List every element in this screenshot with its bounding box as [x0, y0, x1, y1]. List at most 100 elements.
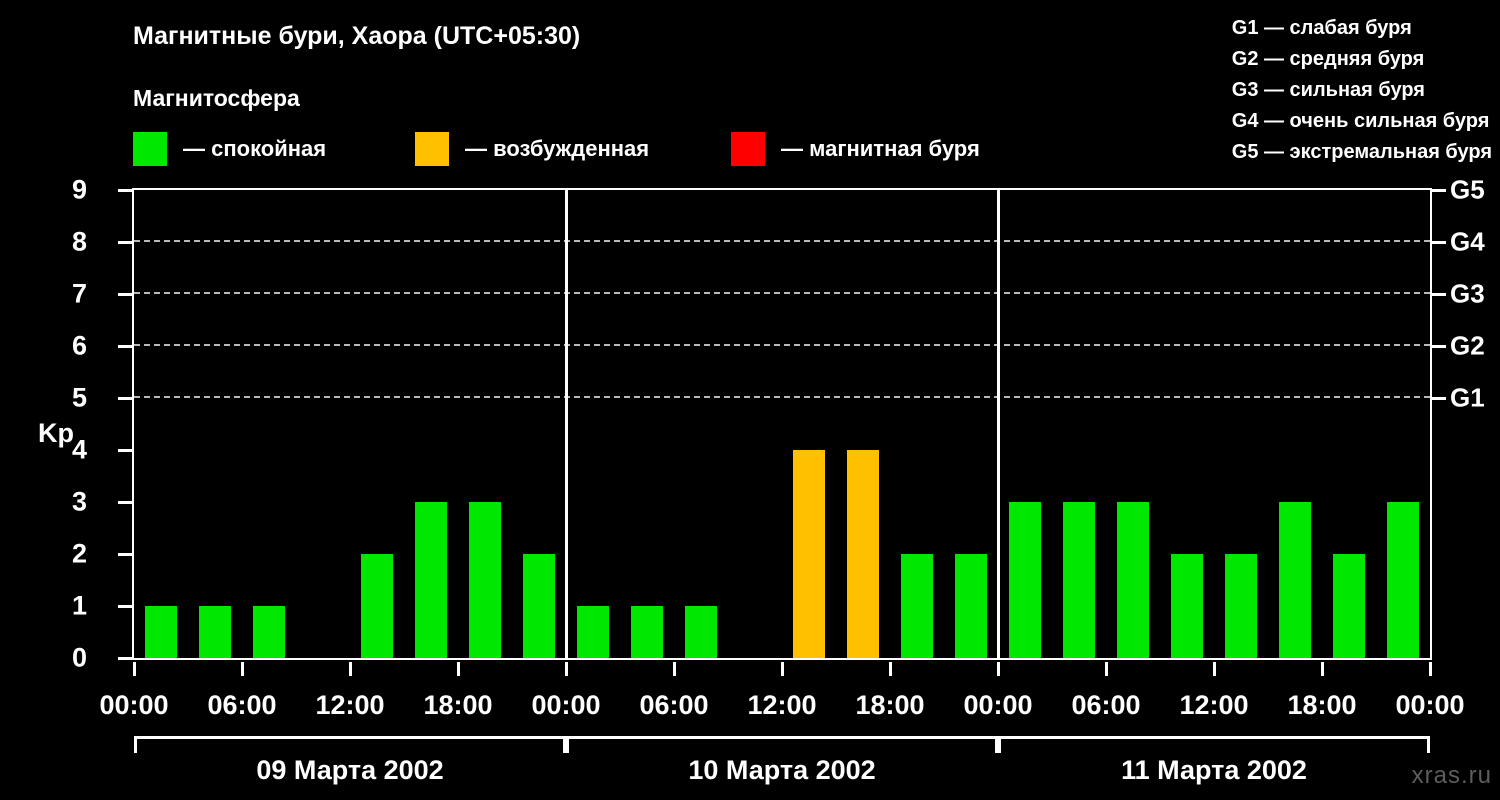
bar — [1332, 554, 1366, 658]
x-tick-9 — [1104, 662, 1108, 676]
bar — [846, 450, 880, 658]
x-tick-label-7: 18:00 — [855, 690, 925, 720]
x-tick-11 — [1320, 662, 1324, 676]
gridline-kp-7 — [134, 292, 1430, 294]
x-tick-10 — [1212, 662, 1216, 676]
y-tick-6 — [118, 344, 132, 348]
bar — [1116, 502, 1150, 658]
x-tick-label-9: 06:00 — [1071, 690, 1141, 720]
page-title: Магнитные бури, Хаора (UTC+05:30) — [133, 22, 581, 50]
y-tick-3 — [118, 500, 132, 504]
legend-swatch-storm-icon — [731, 132, 765, 166]
bar — [576, 606, 610, 658]
x-tick-label-8: 00:00 — [963, 690, 1033, 720]
bar — [414, 502, 448, 658]
day-label: 09 Марта 2002 — [256, 755, 444, 785]
y-tick-9 — [118, 188, 132, 192]
legend-label-calm: — спокойная — [183, 136, 327, 161]
g-legend-row-1: G1 — слабая буря — [1231, 17, 1412, 39]
bar — [1224, 554, 1258, 658]
x-tick-1 — [240, 662, 244, 676]
legend-swatch-active-icon — [415, 132, 449, 166]
y-tick-8 — [118, 240, 132, 244]
y-tick-2 — [118, 552, 132, 556]
y-tick-7 — [118, 292, 132, 296]
legend-item-storm: — магнитная буря — [731, 131, 980, 167]
bar — [1170, 554, 1204, 658]
y-tick-label-5: 5 — [71, 382, 87, 413]
y-tick-label-6: 6 — [71, 330, 87, 361]
legend-label-active: — возбужденная — [465, 136, 650, 161]
g-axis-label-G2: G2 — [1450, 330, 1485, 361]
day-label: 11 Марта 2002 — [1121, 755, 1307, 785]
y-tick-label-7: 7 — [71, 278, 87, 309]
x-tick-6 — [780, 662, 784, 676]
g-tick-G1 — [1432, 396, 1446, 400]
x-tick-label-2: 12:00 — [315, 690, 385, 720]
bar — [360, 554, 394, 658]
g-legend-row-4: G4 — очень сильная буря — [1231, 110, 1490, 132]
x-tick-label-0: 00:00 — [99, 690, 169, 720]
legend-label-storm: — магнитная буря — [781, 136, 980, 161]
bar — [1008, 502, 1042, 658]
x-tick-5 — [672, 662, 676, 676]
x-tick-label-6: 12:00 — [747, 690, 817, 720]
y-tick-4 — [118, 448, 132, 452]
bar — [684, 606, 718, 658]
g-scale-legend: G1 — слабая буря G2 — средняя буря G3 — си… — [1232, 13, 1492, 168]
bar — [198, 606, 232, 658]
x-tick-label-1: 06:00 — [207, 690, 277, 720]
plot-area — [132, 188, 1432, 660]
bar — [522, 554, 556, 658]
legend-item-calm: — спокойная — [133, 131, 326, 167]
day-bracket — [998, 736, 1430, 753]
gridline-kp-5 — [134, 396, 1430, 398]
x-tick-label-11: 18:00 — [1287, 690, 1357, 720]
x-tick-label-10: 12:00 — [1179, 690, 1249, 720]
bar — [1386, 502, 1420, 658]
g-axis-label-G1: G1 — [1450, 382, 1485, 413]
y-tick-0 — [118, 656, 132, 660]
y-tick-label-9: 9 — [71, 174, 87, 205]
y-axis-title: Kp — [38, 418, 74, 448]
x-tick-2 — [348, 662, 352, 676]
gridline-kp-8 — [134, 240, 1430, 242]
bar — [900, 554, 934, 658]
bar — [954, 554, 988, 658]
g-axis-label-G5: G5 — [1450, 174, 1485, 205]
day-divider — [996, 190, 1000, 658]
bar — [1278, 502, 1312, 658]
y-tick-label-8: 8 — [71, 226, 87, 257]
day-bracket — [134, 736, 566, 753]
y-tick-label-4: 4 — [71, 434, 87, 465]
x-tick-4 — [564, 662, 568, 676]
gridline-kp-6 — [134, 344, 1430, 346]
x-tick-label-5: 06:00 — [639, 690, 709, 720]
x-tick-0 — [132, 662, 136, 676]
bar — [630, 606, 664, 658]
day-bracket — [566, 736, 998, 753]
y-tick-5 — [118, 396, 132, 400]
gridline-kp-9 — [134, 188, 1430, 190]
day-label: 10 Марта 2002 — [688, 755, 876, 785]
g-tick-G2 — [1432, 344, 1446, 348]
x-tick-label-12: 00:00 — [1395, 690, 1465, 720]
legend-swatch-calm-icon — [133, 132, 167, 166]
y-tick-label-3: 3 — [71, 486, 87, 517]
g-tick-G3 — [1432, 292, 1446, 296]
bar — [252, 606, 286, 658]
g-tick-G5 — [1432, 188, 1446, 192]
state-legend: — спокойная — возбужденная — магнитная бур… — [133, 131, 1033, 167]
bar — [1062, 502, 1096, 658]
y-tick-1 — [118, 604, 132, 608]
y-tick-label-0: 0 — [71, 642, 87, 673]
x-tick-7 — [888, 662, 892, 676]
x-tick-3 — [456, 662, 460, 676]
g-legend-row-2: G2 — средняя буря — [1231, 48, 1425, 70]
day-divider — [564, 190, 568, 658]
y-tick-label-1: 1 — [71, 590, 87, 621]
g-legend-row-3: G3 — сильная буря — [1231, 79, 1425, 101]
g-axis-label-G4: G4 — [1450, 226, 1485, 257]
x-tick-label-3: 18:00 — [423, 690, 493, 720]
bar — [144, 606, 178, 658]
